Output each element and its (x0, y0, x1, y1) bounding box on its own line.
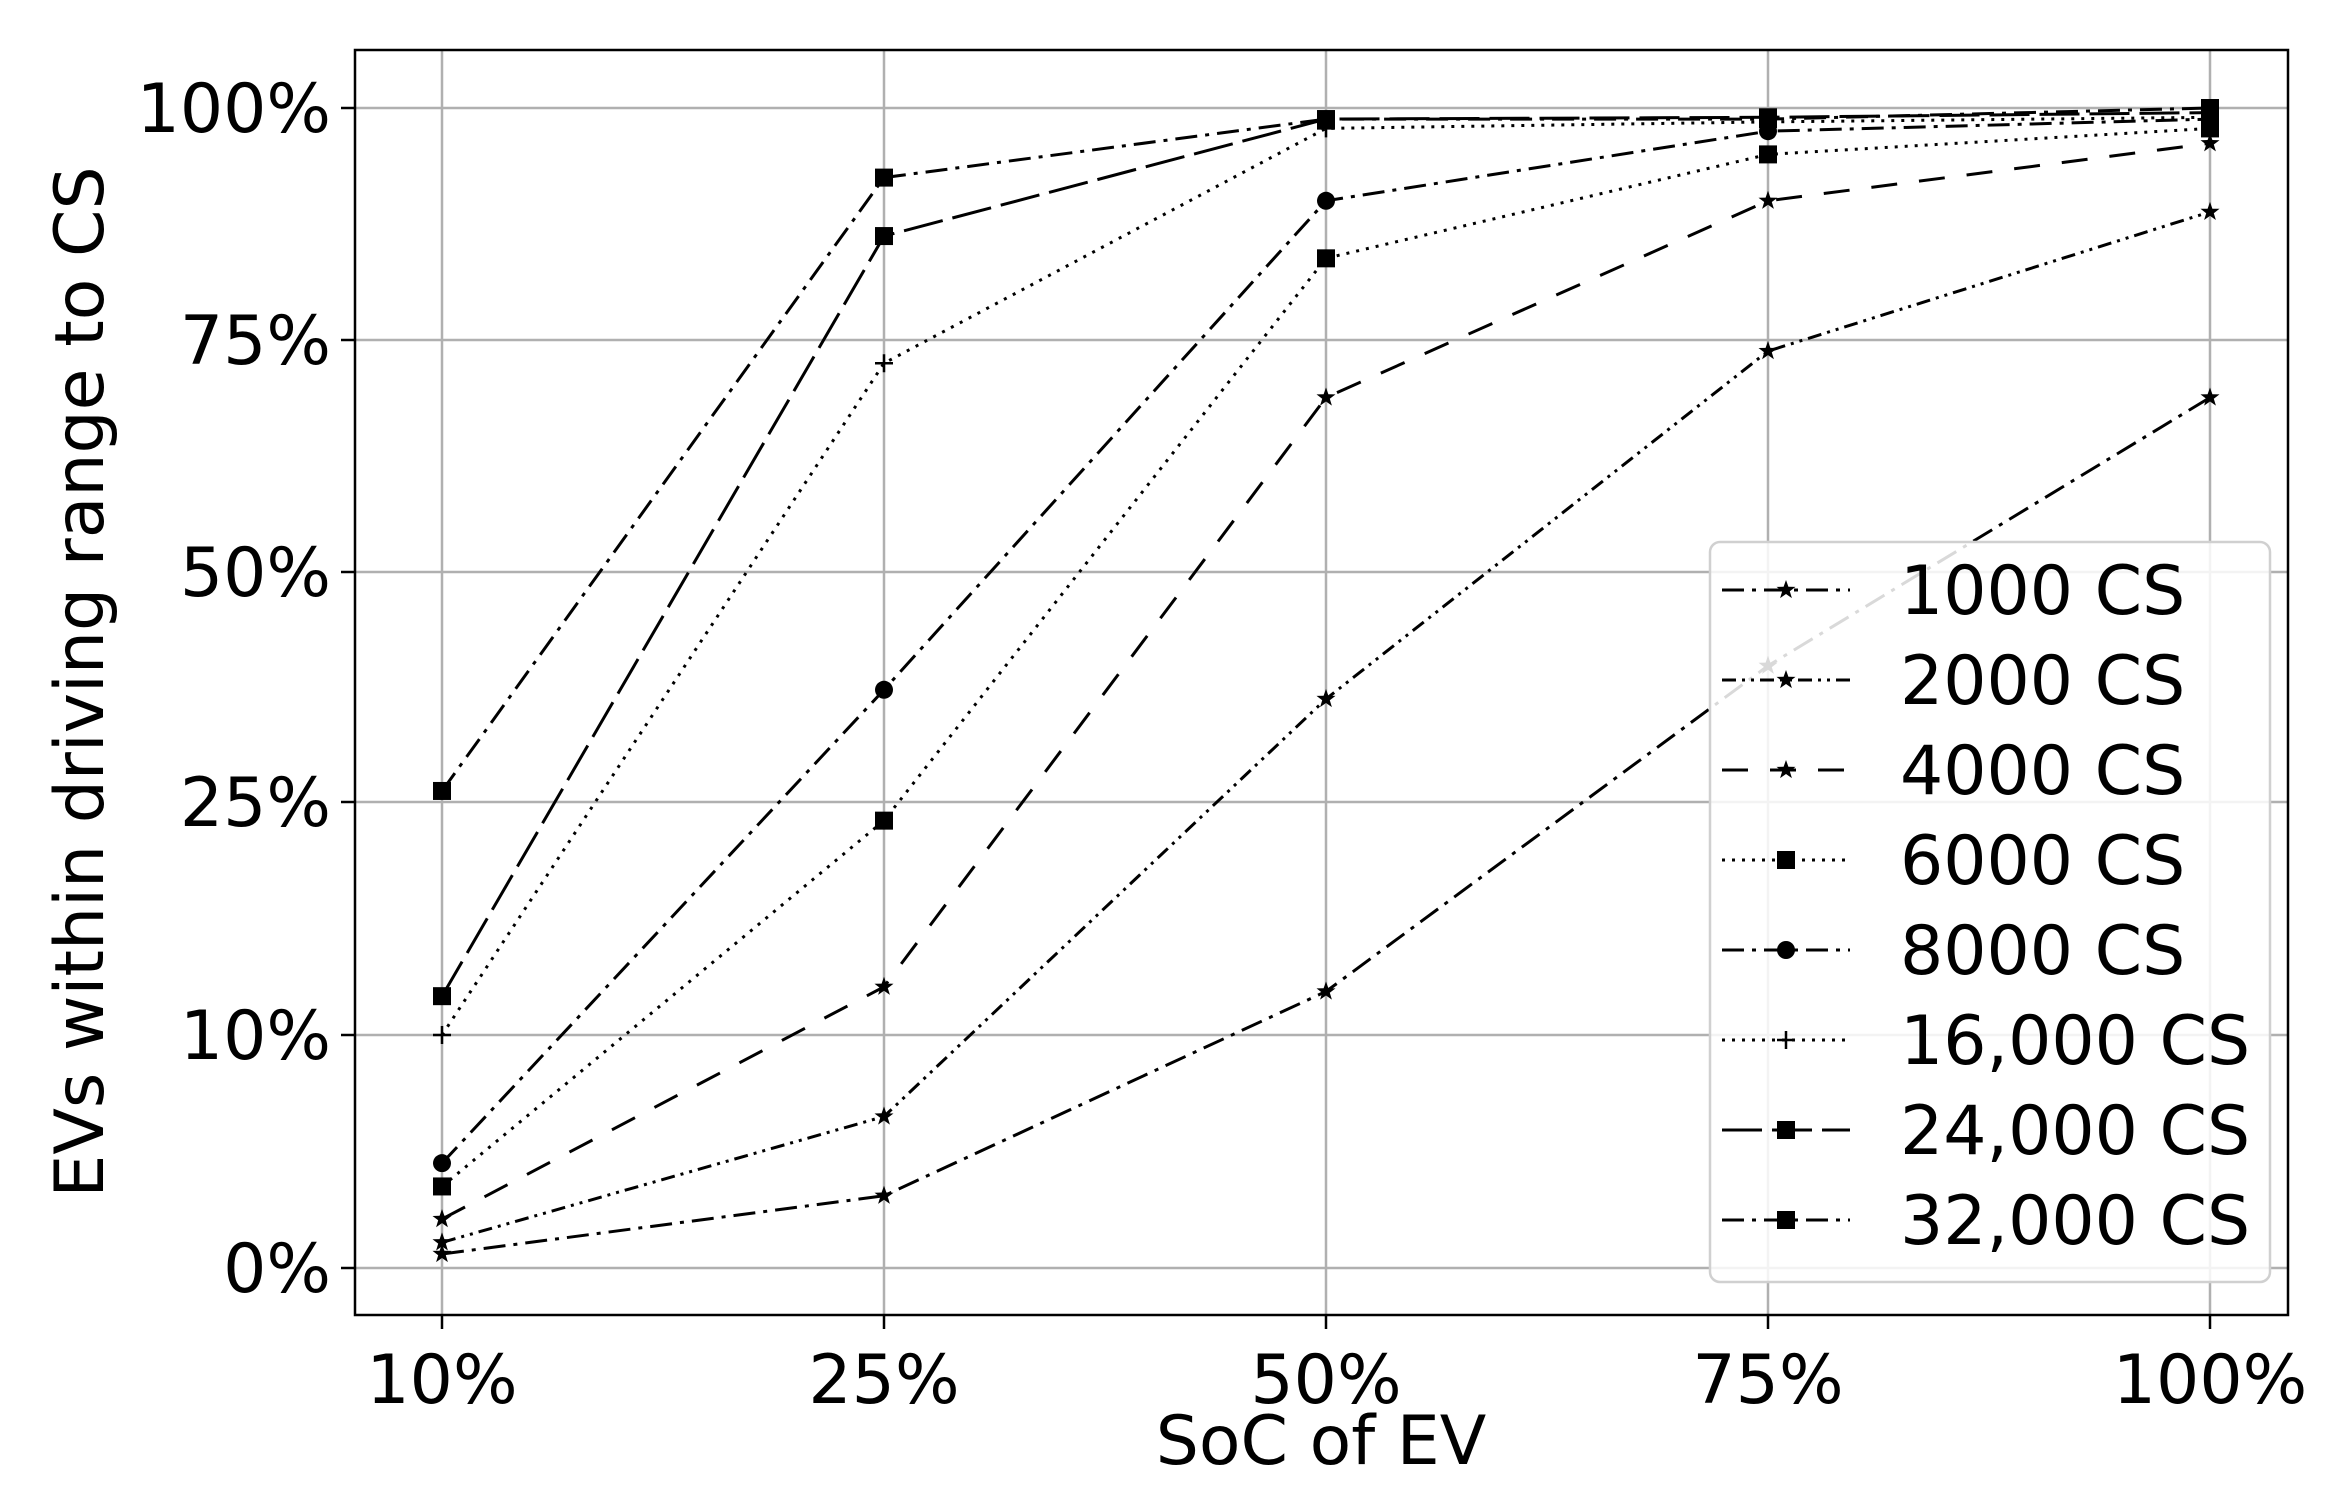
series-2-point-2 (1316, 387, 1336, 406)
series-1-point-1 (874, 1106, 894, 1125)
series-2-point-4 (2200, 133, 2220, 152)
y-axis-title: EVs within driving range to CS (41, 166, 120, 1197)
legend-item-3: 6000 CS (1722, 822, 2185, 901)
y-tick-label-0: 0% (223, 1230, 331, 1309)
series-2-point-0 (432, 1209, 452, 1228)
series-0-point-4 (2200, 387, 2220, 406)
series-0-point-0 (432, 1244, 452, 1263)
legend-marker-3 (1777, 851, 1795, 869)
x-axis-ticks: 10% 25% 50% 75% 100% (366, 1315, 2307, 1420)
legend-marker-1 (1776, 670, 1796, 689)
legend-items: 1000 CS 2000 CS 4000 CS 6000 CS 8000 CS 16,00… (1722, 552, 2250, 1261)
series-6-point-1 (875, 227, 893, 246)
legend-marker-2 (1776, 760, 1796, 779)
series-4-point-1 (875, 680, 893, 699)
legend-label-1: 2000 CS (1900, 642, 2185, 721)
y-tick-label-5: 100% (137, 70, 331, 149)
y-tick-label-1: 10% (180, 997, 331, 1076)
x-tick-label-0: 10% (366, 1341, 517, 1420)
series-7-point-1 (875, 168, 893, 187)
legend-marker-6 (1777, 1121, 1795, 1139)
series-2-point-3 (1758, 190, 1778, 209)
series-5-point-0 (433, 1026, 451, 1044)
legend-label-3: 6000 CS (1900, 822, 2185, 901)
legend-item-1: 2000 CS (1722, 642, 2185, 721)
series-7-point-3 (1759, 110, 1777, 129)
legend-label-6: 24,000 CS (1900, 1092, 2250, 1171)
legend-label-7: 32,000 CS (1900, 1182, 2250, 1261)
x-tick-label-2: 50% (1250, 1341, 1401, 1420)
legend: 1000 CS 2000 CS 4000 CS 6000 CS 8000 CS 16,00… (1708, 540, 2272, 1284)
x-tick-label-4: 100% (2113, 1341, 2307, 1420)
series-7 (433, 99, 2219, 800)
y-axis-ticks: 0% 10% 25% 50% 75% 100% (137, 70, 355, 1309)
x-axis-title: SoC of EV (1156, 1402, 1487, 1481)
series-0-point-2 (1316, 981, 1336, 1000)
legend-box (1708, 540, 2272, 1284)
legend-label-4: 8000 CS (1900, 912, 2185, 991)
series-3-point-3 (1759, 145, 1777, 164)
series-0-point-1 (874, 1185, 894, 1204)
legend-label-5: 16,000 CS (1900, 1002, 2250, 1081)
legend-label-0: 1000 CS (1900, 552, 2185, 631)
series-3-point-0 (433, 1177, 451, 1196)
series-7-point-2 (1317, 110, 1335, 129)
x-tick-label-3: 75% (1692, 1341, 1843, 1420)
series-2-point-1 (874, 976, 894, 995)
y-tick-label-4: 75% (180, 302, 331, 381)
series-7-point-4 (2201, 99, 2219, 117)
series-6-point-0 (433, 987, 451, 1006)
legend-item-5: 16,000 CS (1722, 1002, 2250, 1081)
legend-item-7: 32,000 CS (1722, 1182, 2250, 1261)
plot-area-frame (353, 48, 2290, 1317)
legend-item-2: 4000 CS (1722, 732, 2185, 811)
series-1 (432, 201, 2220, 1251)
series-1-point-4 (2200, 201, 2220, 220)
y-tick-label-2: 25% (180, 764, 331, 843)
legend-marker-4 (1777, 941, 1795, 959)
series-line-3 (441, 126, 2211, 1188)
series-1-point-0 (432, 1232, 452, 1251)
legend-item-0: 1000 CS (1722, 552, 2185, 631)
series-4-point-0 (433, 1154, 451, 1173)
series-2 (432, 133, 2220, 1228)
series-1-point-3 (1758, 341, 1778, 360)
series-1-point-2 (1316, 689, 1336, 708)
legend-marker-0 (1776, 580, 1796, 599)
series-5-point-1 (875, 354, 893, 373)
series-7-point-0 (433, 781, 451, 800)
series-3-point-2 (1317, 249, 1335, 268)
series-line-7 (440, 106, 2211, 792)
legend-marker-7 (1777, 1211, 1795, 1229)
legend-marker-5 (1777, 1031, 1795, 1049)
series-3-point-1 (875, 811, 893, 830)
series-4-point-2 (1317, 191, 1335, 210)
legend-item-4: 8000 CS (1722, 912, 2185, 991)
legend-label-2: 4000 CS (1900, 732, 2185, 811)
x-tick-label-1: 25% (808, 1341, 959, 1420)
y-tick-label-3: 50% (180, 534, 331, 613)
legend-item-6: 24,000 CS (1722, 1092, 2250, 1171)
